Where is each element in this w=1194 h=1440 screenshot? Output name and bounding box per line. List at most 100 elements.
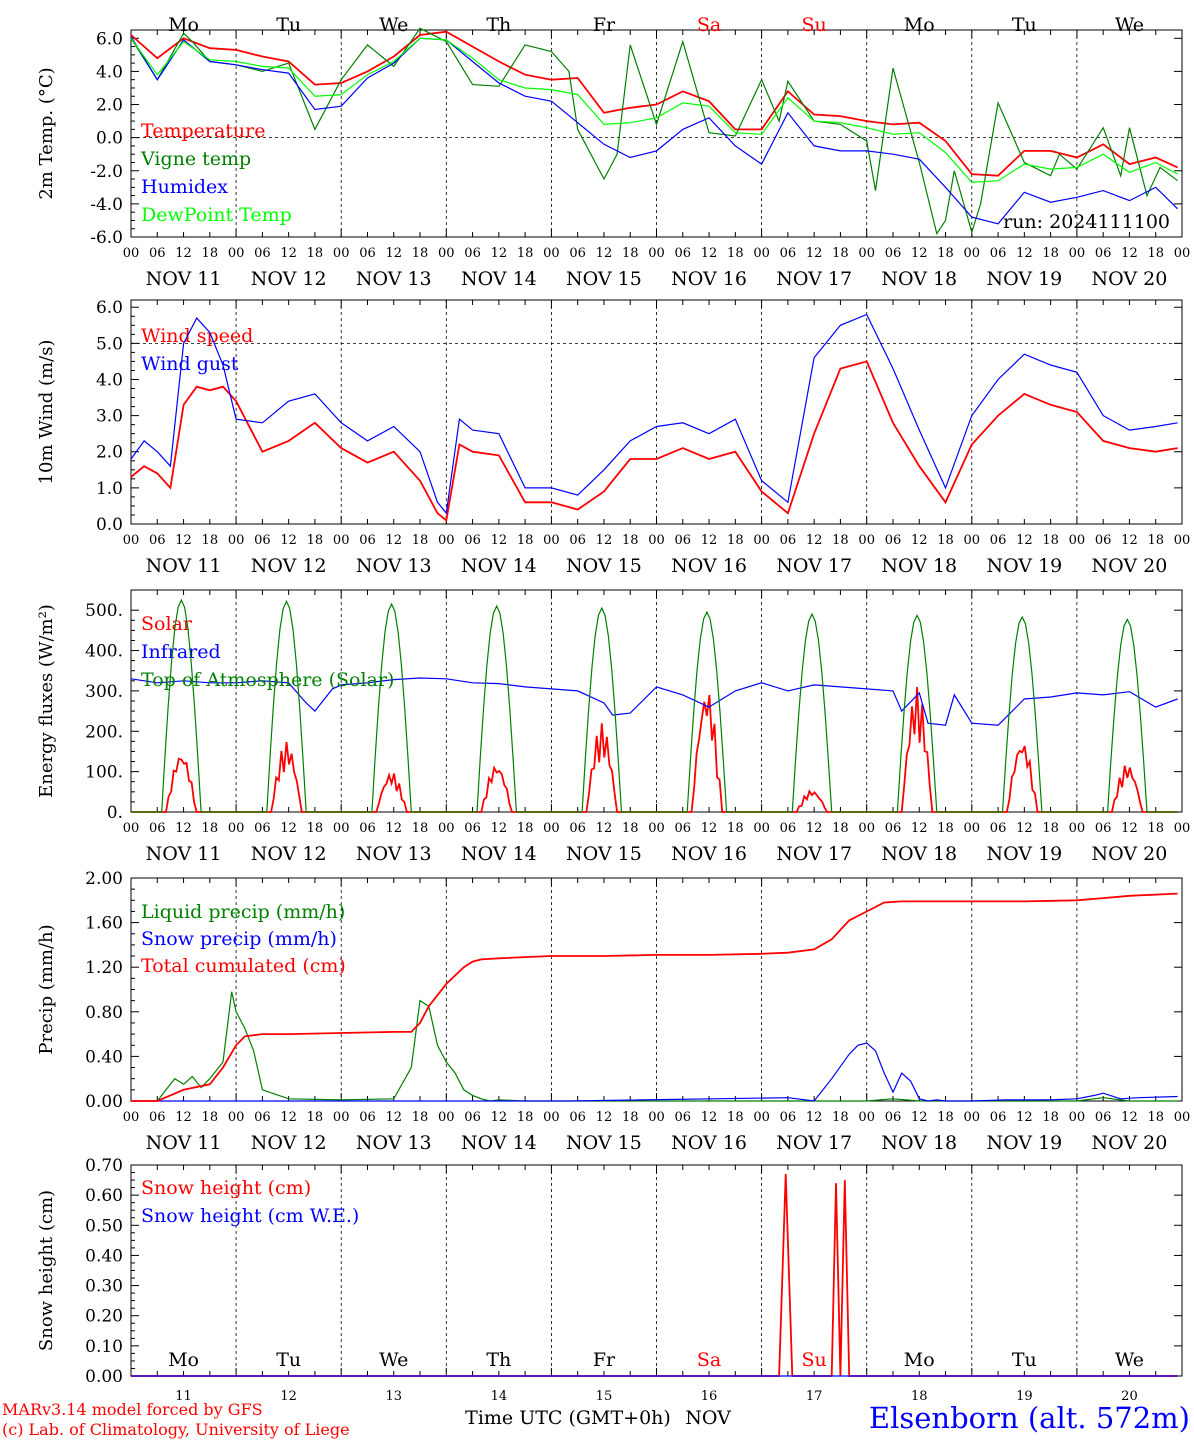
x-hour-label: 12 [491,1110,508,1125]
x-hour-label: 18 [622,246,639,261]
y-axis-label: 10m Wind (m/s) [36,340,57,485]
y-tick-label: 2.0 [96,96,123,116]
x-date-label: NOV 12 [251,268,327,290]
x-hour-label: 18 [727,821,744,836]
bottom-day-number: 20 [1121,1389,1138,1404]
x-hour-label: 18 [1147,1110,1164,1125]
x-hour-label: 12 [491,246,508,261]
x-hour-label: 18 [832,246,849,261]
x-hour-label: 12 [385,246,402,261]
x-hour-label: 06 [464,1110,481,1125]
y-tick-label: 0.0 [96,515,123,535]
y-tick-label: -6.0 [90,228,123,248]
x-hour-label: 12 [1016,1110,1033,1125]
x-hour-label: 18 [937,246,954,261]
x-hour-label: 00 [1069,246,1086,261]
x-hour-label: 06 [359,246,376,261]
x-hour-label: 06 [780,246,797,261]
day-label-bottom: Tu [1012,1349,1037,1371]
x-hour-label: 12 [175,533,192,548]
y-tick-label: 6.0 [96,298,123,318]
x-hour-label: 00 [543,821,560,836]
y-tick-label: 0.20 [85,1307,123,1327]
x-hour-label: 18 [412,533,429,548]
x-hour-label: 06 [675,821,692,836]
x-hour-label: 06 [569,821,586,836]
x-date-label: NOV 14 [461,843,537,865]
legend-entry: Temperature [141,120,265,142]
x-hour-label: 06 [149,1110,166,1125]
x-hour-label: 00 [543,246,560,261]
x-hour-label: 18 [832,821,849,836]
x-date-label: NOV 20 [1092,1132,1168,1154]
x-hour-label: 12 [175,821,192,836]
y-tick-label: 0.60 [85,1186,123,1206]
x-hour-label: 00 [438,533,455,548]
y-axis-label: Precip (mm/h) [36,924,57,1054]
x-date-label: NOV 15 [566,843,642,865]
day-label-bottom: Fr [593,1349,616,1371]
bottom-day-number: 14 [491,1389,508,1404]
x-hour-label: 18 [937,1110,954,1125]
x-hour-label: 18 [622,533,639,548]
day-label-top: Mo [168,14,199,36]
x-hour-label: 06 [675,246,692,261]
y-tick-label: 4.0 [96,370,123,390]
x-date-label: NOV 17 [776,1132,852,1154]
series-line-dewpoint-temp [130,37,1178,184]
x-hour-label: 00 [1174,533,1191,548]
day-label-top: Tu [276,14,301,36]
x-hour-label: 06 [359,821,376,836]
x-hour-label: 06 [1095,533,1112,548]
x-hour-label: 12 [596,821,613,836]
x-hour-label: 18 [832,1110,849,1125]
x-date-label: NOV 13 [356,555,432,577]
day-label-bottom: Mo [904,1349,935,1371]
x-hour-label: 06 [885,1110,902,1125]
x-hour-label: 06 [675,1110,692,1125]
x-hour-label: 00 [964,821,981,836]
x-date-label: NOV 18 [881,555,957,577]
panel-3: 0. 100. 200. 300. 400. 500. Energy fluxes (W/m… [36,589,1190,865]
legend-entry: Total cumulated (cm) [141,955,346,977]
x-hour-label: 00 [123,533,140,548]
day-label-top: We [379,14,408,36]
series-line-liquid-precip-mm-h- [131,991,1178,1102]
x-hour-label: 00 [228,1110,245,1125]
day-label-top: We [1115,14,1144,36]
x-date-label: NOV 19 [986,555,1062,577]
x-hour-label: 18 [412,1110,429,1125]
x-hour-label: 18 [622,821,639,836]
day-label-top: Tu [1012,14,1037,36]
x-hour-label: 00 [648,246,665,261]
x-hour-label: 06 [990,821,1007,836]
x-date-label: NOV 19 [986,268,1062,290]
x-hour-label: 06 [254,246,271,261]
x-hour-label: 00 [648,1110,665,1125]
y-tick-label: -2.0 [90,162,123,182]
x-hour-label: 00 [858,533,875,548]
panel-1: -6.0 -4.0 -2.0 0.0 2.0 4.0 6.0 2m Temp. (°C) 00 0… [36,27,1190,290]
y-tick-label: 0.00 [85,1092,123,1112]
x-date-label: NOV 15 [566,555,642,577]
y-tick-label: 200. [85,722,123,742]
x-hour-label: 00 [753,533,770,548]
x-hour-label: 00 [228,533,245,548]
day-label-bottom: Tu [276,1349,301,1371]
x-date-label: NOV 14 [461,1132,537,1154]
x-hour-label: 00 [1069,533,1086,548]
day-label-top: Sa [697,14,721,36]
x-hour-label: 18 [937,821,954,836]
x-hour-label: 00 [964,533,981,548]
x-date-label: NOV 11 [146,1132,222,1154]
x-hour-label: 12 [701,821,718,836]
day-label-bottom: Th [486,1349,511,1371]
x-hour-label: 18 [412,821,429,836]
x-hour-label: 06 [675,533,692,548]
series-line-humidex [130,36,1179,225]
x-hour-label: 18 [727,1110,744,1125]
x-hour-label: 12 [280,821,297,836]
x-hour-label: 06 [990,246,1007,261]
y-tick-label: 2.0 [96,443,123,463]
legend-entry: DewPoint Temp [141,204,292,226]
